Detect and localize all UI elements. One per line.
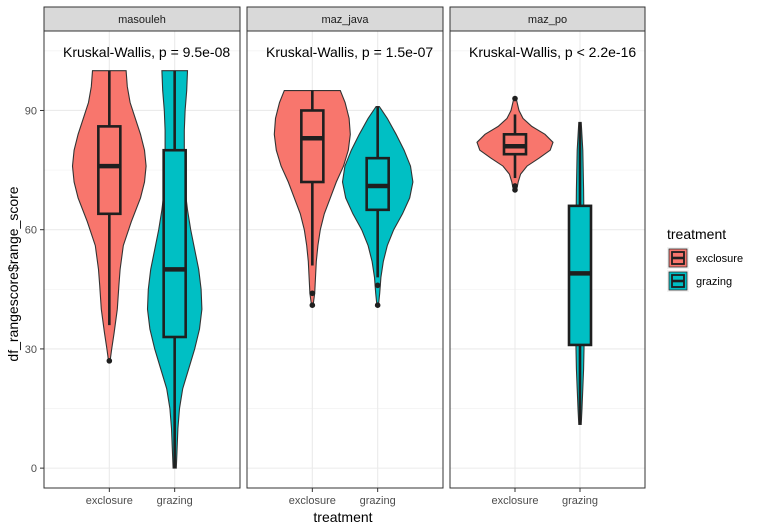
facet-panel: maz_java Kruskal-Wallis, p = 1.5e-07 exclo… bbox=[246, 6, 444, 507]
kruskal-wallis-annotation: Kruskal-Wallis, p < 2.2e-16 bbox=[469, 44, 636, 60]
y-tick-label: 90 bbox=[25, 105, 37, 117]
x-tick-label: grazing bbox=[157, 495, 193, 507]
facet-strip bbox=[246, 6, 444, 32]
facet-strip-label: maz_po bbox=[528, 14, 567, 26]
violin-group bbox=[146, 70, 203, 469]
x-axis-title: treatment bbox=[313, 509, 372, 525]
kruskal-wallis-annotation: Kruskal-Wallis, p = 1.5e-07 bbox=[266, 44, 433, 60]
legend: treatment exclosure grazing bbox=[667, 226, 743, 292]
violin-group bbox=[341, 105, 414, 309]
outlier-point bbox=[309, 302, 316, 309]
legend-entry: grazing bbox=[667, 270, 732, 292]
violin-group bbox=[476, 95, 554, 193]
legend-label: grazing bbox=[696, 276, 732, 288]
panel-background bbox=[44, 31, 240, 488]
facet-panels: masouleh Kruskal-Wallis, p = 9.5e-08 exclo… bbox=[43, 6, 646, 507]
facet-strip bbox=[43, 6, 241, 32]
box bbox=[300, 109, 325, 184]
x-tick-label: grazing bbox=[562, 495, 598, 507]
outlier-point bbox=[374, 302, 381, 309]
box bbox=[97, 125, 122, 216]
facet-strip-label: masouleh bbox=[118, 14, 166, 26]
x-tick-label: exclosure bbox=[86, 495, 133, 507]
x-tick-label: exclosure bbox=[491, 495, 538, 507]
outlier-point bbox=[512, 95, 518, 102]
outlier-point bbox=[512, 187, 518, 193]
y-tick-label: 30 bbox=[25, 344, 37, 356]
violin-group bbox=[71, 70, 147, 364]
outlier-point bbox=[106, 358, 113, 364]
y-tick-label: 60 bbox=[25, 225, 37, 237]
x-tick-label: grazing bbox=[360, 495, 396, 507]
panel-border bbox=[449, 30, 646, 489]
panel-background bbox=[450, 31, 645, 488]
outlier-point bbox=[309, 290, 316, 297]
panel-border bbox=[246, 30, 444, 489]
legend-title: treatment bbox=[667, 226, 726, 242]
legend-label: exclosure bbox=[696, 253, 743, 265]
outlier-point bbox=[512, 183, 518, 189]
facet-strip bbox=[449, 6, 646, 32]
kruskal-wallis-annotation: Kruskal-Wallis, p = 9.5e-08 bbox=[63, 44, 230, 60]
box bbox=[162, 148, 187, 339]
facet-panel: maz_po Kruskal-Wallis, p < 2.2e-16 exclosu… bbox=[449, 6, 646, 507]
panel-border bbox=[43, 30, 241, 489]
y-axis-title: df_rangescore$range_score bbox=[5, 186, 21, 361]
violin-group bbox=[567, 121, 593, 425]
outlier-point bbox=[374, 282, 381, 289]
y-axis: 0 30 60 90 bbox=[25, 105, 44, 475]
panel-background bbox=[247, 31, 443, 488]
legend-entry: exclosure bbox=[667, 247, 743, 269]
y-tick-label: 0 bbox=[31, 463, 37, 475]
facet-strip-label: maz_java bbox=[321, 14, 369, 26]
x-tick-label: exclosure bbox=[289, 495, 336, 507]
violin-group bbox=[273, 90, 351, 309]
facet-panel: masouleh Kruskal-Wallis, p = 9.5e-08 exclo… bbox=[43, 6, 241, 507]
